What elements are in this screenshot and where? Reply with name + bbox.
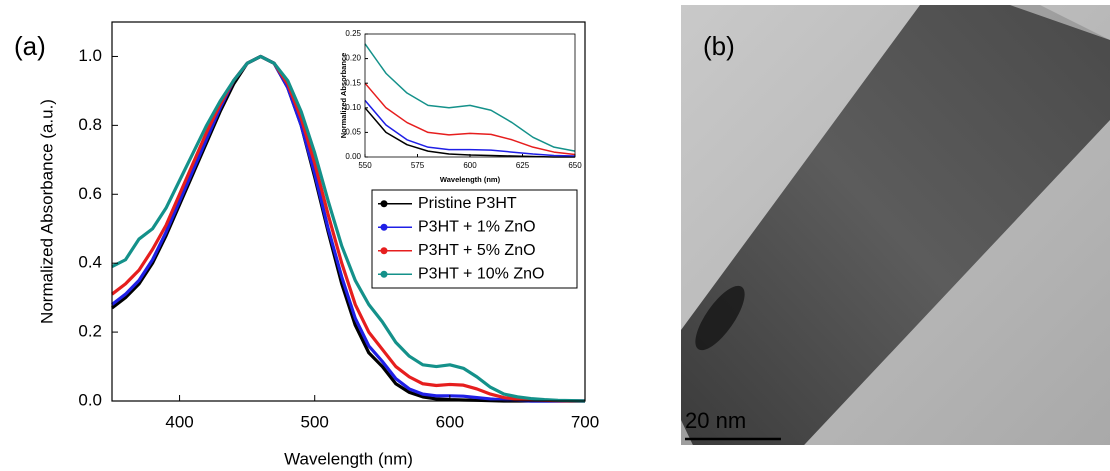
y-tick-label: 0.00: [345, 152, 361, 161]
x-tick-label: 650: [568, 161, 582, 170]
scale-bar-label: 20 nm: [685, 408, 746, 433]
legend-label: P3HT + 1% ZnO: [418, 218, 536, 235]
series-line: [364, 43, 576, 152]
x-axis-label: Wavelength (nm): [284, 449, 413, 468]
x-axis-label: Wavelength (nm): [440, 175, 501, 184]
y-tick-label: 0.6: [78, 184, 102, 203]
legend-label: Pristine P3HT: [418, 195, 517, 212]
y-tick-label: 0.0: [78, 390, 102, 409]
y-tick-label: 0.8: [78, 115, 102, 134]
x-tick-label: 575: [411, 161, 425, 170]
series-line: [111, 54, 586, 403]
y-tick-label: 0.15: [345, 78, 361, 87]
y-tick-label: 0.2: [78, 322, 102, 341]
y-tick-label: 0.10: [345, 103, 361, 112]
x-tick-label: 600: [436, 412, 464, 431]
x-tick-label: 625: [516, 161, 530, 170]
legend-marker: [380, 223, 388, 231]
legend-box: [371, 189, 578, 289]
series-line: [111, 54, 585, 403]
x-tick-label: 500: [301, 412, 329, 431]
legend-label: P3HT + 5% ZnO: [418, 242, 536, 259]
panel-label: (a): [14, 31, 46, 61]
x-tick-label: 400: [165, 412, 193, 431]
y-tick-label: 0.05: [345, 128, 361, 137]
legend-label: P3HT + 10% ZnO: [418, 265, 544, 282]
x-tick-label: 600: [463, 161, 477, 170]
series-line: [364, 99, 576, 157]
legend-marker: [380, 200, 388, 208]
legend-marker: [380, 270, 388, 278]
x-tick-label: 550: [358, 161, 372, 170]
y-axis-label: Normalized Absorbance (a.u.): [37, 99, 56, 324]
plot-background: [365, 34, 575, 157]
y-tick-label: 1.0: [78, 46, 102, 65]
legend-marker: [380, 247, 388, 255]
y-tick-label: 0.4: [78, 253, 102, 272]
series-line: [364, 82, 576, 156]
axes-frame: [111, 21, 586, 402]
x-tick-label: 700: [571, 412, 599, 431]
tem-image: [681, 5, 1110, 445]
y-axis-label: Normalized Absorbance: [339, 53, 348, 139]
series-line: [111, 54, 585, 403]
y-tick-label: 0.20: [345, 54, 361, 63]
panel-label: (b): [703, 31, 735, 61]
y-tick-label: 0.25: [345, 29, 361, 38]
